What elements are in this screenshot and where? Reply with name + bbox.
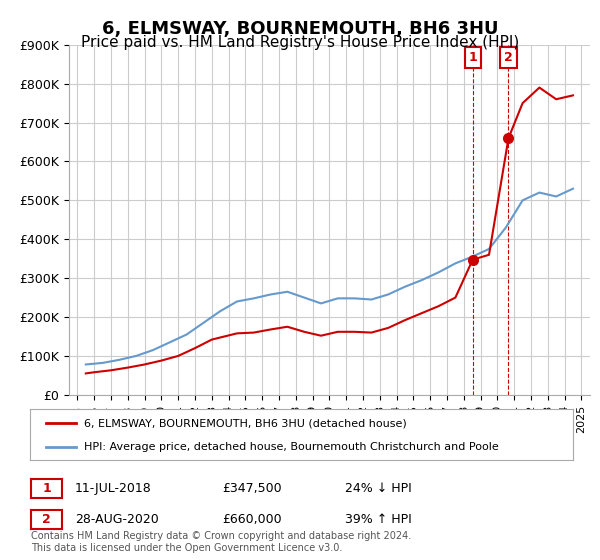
- Text: 6, ELMSWAY, BOURNEMOUTH, BH6 3HU (detached house): 6, ELMSWAY, BOURNEMOUTH, BH6 3HU (detach…: [85, 418, 407, 428]
- Text: 6, ELMSWAY, BOURNEMOUTH, BH6 3HU: 6, ELMSWAY, BOURNEMOUTH, BH6 3HU: [102, 20, 498, 38]
- Text: £347,500: £347,500: [222, 482, 281, 495]
- Text: HPI: Average price, detached house, Bournemouth Christchurch and Poole: HPI: Average price, detached house, Bour…: [85, 442, 499, 452]
- Text: 2: 2: [504, 51, 513, 64]
- Text: 11-JUL-2018: 11-JUL-2018: [75, 482, 152, 495]
- Text: 1: 1: [469, 51, 477, 64]
- Text: 1: 1: [43, 482, 51, 495]
- Text: 2: 2: [43, 513, 51, 526]
- Text: Price paid vs. HM Land Registry's House Price Index (HPI): Price paid vs. HM Land Registry's House …: [81, 35, 519, 50]
- Text: £660,000: £660,000: [222, 513, 281, 526]
- Text: 24% ↓ HPI: 24% ↓ HPI: [345, 482, 412, 495]
- Text: Contains HM Land Registry data © Crown copyright and database right 2024.
This d: Contains HM Land Registry data © Crown c…: [31, 531, 412, 553]
- Text: 39% ↑ HPI: 39% ↑ HPI: [345, 513, 412, 526]
- Text: 28-AUG-2020: 28-AUG-2020: [75, 513, 159, 526]
